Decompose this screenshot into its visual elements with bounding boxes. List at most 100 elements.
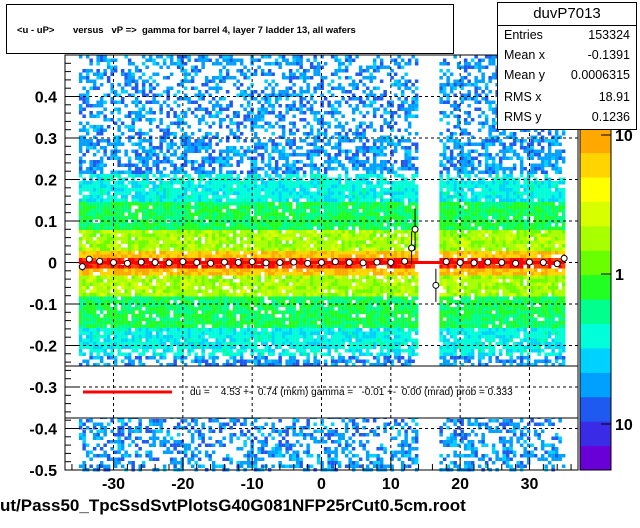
heatmap-cell (278, 282, 282, 286)
heatmap-cell (120, 310, 125, 314)
heatmap-cell (134, 454, 139, 458)
heatmap-cell (96, 86, 100, 90)
heatmap-cell (120, 331, 125, 335)
heatmap-cell (253, 359, 258, 363)
heatmap-cell (260, 97, 265, 101)
heatmap-cell (257, 258, 261, 262)
heatmap-cell (120, 97, 125, 101)
heatmap-cell (134, 230, 139, 234)
heatmap-cell (281, 429, 286, 433)
heatmap-cell (232, 114, 237, 118)
heatmap-cell (155, 296, 160, 300)
heatmap-cell (267, 349, 272, 353)
heatmap-cell (78, 184, 83, 188)
heatmap-cell (92, 307, 97, 311)
heatmap-cell (239, 62, 244, 66)
heatmap-cell (295, 324, 300, 328)
heatmap-cell (257, 282, 261, 286)
heatmap-cell (127, 419, 132, 423)
heatmap-cell (138, 447, 142, 451)
heatmap-cell (173, 170, 177, 174)
heatmap-cell (229, 100, 233, 104)
heatmap-cell (281, 279, 286, 283)
heatmap-cell (239, 104, 244, 108)
heatmap-cell (190, 191, 195, 195)
heatmap-cell (225, 258, 230, 262)
heatmap-cell (218, 76, 223, 80)
heatmap-cell (180, 244, 184, 248)
heatmap-cell (78, 240, 83, 244)
heatmap-cell (99, 359, 104, 363)
heatmap-cell (187, 254, 191, 258)
heatmap-cell (162, 279, 167, 283)
heatmap-cell (138, 352, 142, 356)
heatmap-cell (152, 181, 156, 185)
heatmap-cell (239, 90, 244, 94)
heatmap-cell (138, 226, 142, 230)
heatmap-cell (271, 170, 275, 174)
heatmap-cell (124, 275, 128, 279)
heatmap-cell (225, 184, 230, 188)
heatmap-cell (194, 146, 198, 150)
heatmap-cell (253, 335, 258, 339)
heatmap-cell (162, 167, 167, 171)
heatmap-cell (239, 153, 244, 157)
heatmap-cell (134, 335, 139, 339)
heatmap-cell (180, 328, 184, 332)
heatmap-cell (166, 331, 170, 335)
heatmap-cell (246, 247, 251, 251)
heatmap-cell (180, 345, 184, 349)
heatmap-cell (292, 216, 296, 220)
heatmap-cell (92, 321, 97, 325)
heatmap-cell (82, 282, 86, 286)
heatmap-cell (117, 352, 121, 356)
heatmap-cell (288, 279, 293, 283)
heatmap-cell (239, 233, 244, 237)
heatmap-cell (159, 135, 163, 139)
heatmap-cell (267, 188, 272, 192)
heatmap-cell (204, 247, 209, 251)
heatmap-cell (183, 55, 188, 59)
heatmap-cell (110, 198, 114, 202)
heatmap-cell (208, 436, 212, 440)
heatmap-cell (236, 216, 240, 220)
heatmap-cell (190, 307, 195, 311)
heatmap-cell (113, 174, 118, 178)
heatmap-cell (243, 184, 247, 188)
heatmap-cell (246, 258, 251, 262)
heatmap-cell (173, 447, 177, 451)
heatmap-cell (208, 216, 212, 220)
heatmap-cell (187, 216, 191, 220)
heatmap-cell (239, 464, 244, 468)
heatmap-cell (120, 324, 125, 328)
heatmap-cell (124, 251, 128, 255)
heatmap-cell (173, 174, 177, 178)
heatmap-cell (110, 447, 114, 451)
heatmap-cell (145, 198, 149, 202)
heatmap-cell (124, 149, 128, 153)
heatmap-cell (222, 156, 226, 160)
heatmap-cell (267, 167, 272, 171)
heatmap-cell (106, 79, 111, 83)
heatmap-cell (281, 212, 286, 216)
heatmap-cell (127, 321, 132, 325)
heatmap-cell (215, 289, 219, 293)
heatmap-cell (124, 265, 128, 269)
heatmap-cell (124, 293, 128, 297)
heatmap-cell (92, 310, 97, 314)
heatmap-cell (197, 181, 202, 185)
heatmap-cell (169, 251, 174, 255)
heatmap-cell (89, 69, 93, 73)
heatmap-cell (208, 156, 212, 160)
heatmap-cell (197, 104, 202, 108)
heatmap-cell (92, 293, 97, 297)
heatmap-cell (89, 174, 93, 178)
heatmap-cell (197, 118, 202, 122)
heatmap-cell (292, 230, 296, 234)
heatmap-cell (183, 181, 188, 185)
heatmap-cell (92, 247, 97, 251)
heatmap-cell (194, 240, 198, 244)
heatmap-cell (106, 310, 111, 314)
heatmap-cell (117, 275, 121, 279)
heatmap-cell (253, 419, 258, 423)
